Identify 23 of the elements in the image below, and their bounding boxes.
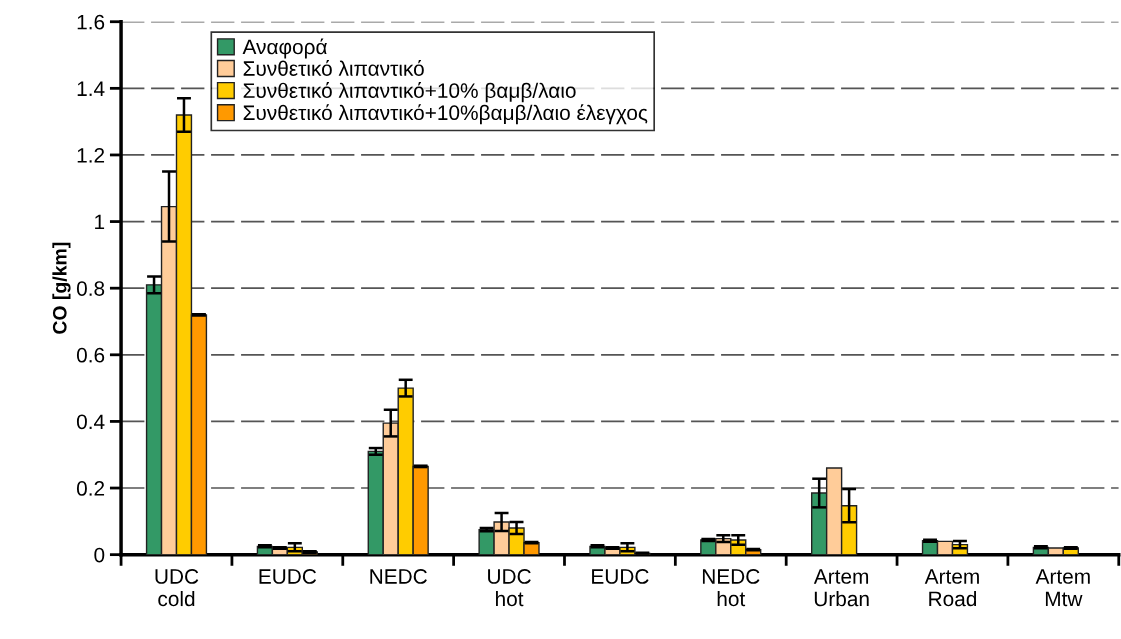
y-tick-label: 0.2 — [76, 481, 105, 496]
x-tick-label: NEDC hot — [702, 569, 760, 607]
x-tick-label: NEDC — [370, 569, 427, 584]
x-tick-label: Artem Mtw — [1035, 569, 1090, 607]
y-tick-label: 0.8 — [76, 281, 105, 296]
x-tick-label: EUDC — [592, 569, 649, 584]
y-tick-label: 1.2 — [77, 147, 105, 163]
legend-label: Συνθετικό λιπαντικό+10%βαμβ/λαιο έλεγχος — [243, 104, 648, 125]
y-tick-label: 0.4 — [76, 414, 105, 430]
legend-label: Αναφορά — [242, 38, 327, 59]
x-tick-label: EUDC — [259, 569, 317, 584]
y-tick-label: 1.4 — [77, 81, 105, 96]
y-tick-label: 0.6 — [76, 347, 105, 363]
y-tick-label: 1.6 — [77, 14, 105, 30]
y-tick-label: 1 — [95, 214, 105, 230]
legend-label: Συνθετικό λιπαντικό — [243, 60, 424, 76]
y-axis-title: CO [g/km] — [52, 242, 71, 334]
x-tick-label: UDC hot — [488, 569, 531, 607]
x-tick-label: Artem Urban — [813, 569, 869, 607]
x-tick-label: UDC cold — [155, 569, 199, 607]
x-tick-label: Artem Road — [924, 569, 979, 607]
legend-label: Συνθετικό λιπαντικό+10% βαμβ/λαιο — [243, 82, 576, 103]
y-tick-label: 0 — [94, 547, 105, 563]
